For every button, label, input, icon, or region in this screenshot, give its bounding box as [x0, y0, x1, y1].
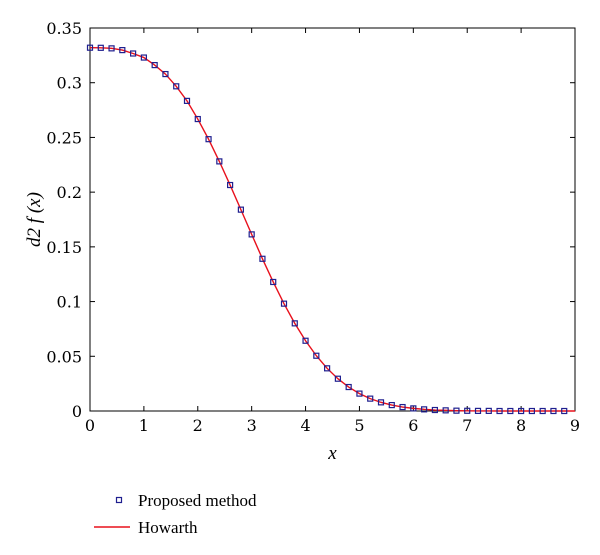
data-point-marker — [410, 405, 417, 412]
data-point-marker — [205, 136, 212, 143]
data-point-marker — [507, 407, 514, 415]
data-point-marker — [151, 61, 158, 69]
plot-frame — [89, 27, 576, 412]
data-point-marker — [399, 403, 406, 411]
legend-label-howarth: Howarth — [138, 518, 198, 537]
x-tick-label: 1 — [139, 416, 149, 435]
series-layer — [86, 44, 575, 415]
data-point-marker — [550, 407, 557, 415]
data-point-marker — [464, 407, 471, 414]
data-point-marker — [237, 206, 244, 213]
data-point-marker — [248, 231, 255, 238]
data-point-marker — [216, 158, 223, 165]
data-point-marker — [302, 337, 309, 344]
y-tick-label: 0.3 — [57, 74, 82, 93]
y-tick-label: 0.2 — [57, 183, 82, 202]
data-point-marker — [453, 407, 460, 414]
data-point-marker — [345, 383, 352, 391]
legend: Proposed method Howarth — [94, 491, 257, 537]
data-point-marker — [539, 407, 546, 415]
y-tick-label: 0.35 — [46, 19, 82, 38]
data-point-marker — [130, 50, 137, 57]
y-tick-label: 0.1 — [57, 293, 82, 312]
data-point-marker — [313, 352, 320, 359]
data-point-marker — [119, 47, 126, 54]
data-point-marker — [367, 395, 374, 402]
legend-marker-proposed — [115, 496, 123, 504]
data-point-marker — [97, 44, 104, 51]
data-point-marker — [431, 406, 438, 414]
data-point-marker — [496, 407, 503, 415]
data-point-marker — [324, 365, 331, 372]
data-point-marker — [377, 399, 385, 406]
axis-ticks: 0 1 2 3 4 5 6 7 8 9 0 0.05 0.1 0.15 0.2 0.25 0.3 0.35 — [46, 19, 580, 435]
data-point-marker — [86, 44, 94, 51]
x-tick-label: 6 — [408, 416, 418, 435]
legend-label-proposed: Proposed method — [138, 491, 257, 510]
data-point-marker — [561, 407, 568, 415]
y-tick-label: 0 — [72, 402, 82, 421]
data-point-marker — [108, 45, 115, 52]
y-tick-label: 0.05 — [46, 347, 82, 366]
data-point-marker — [270, 278, 277, 286]
data-point-marker — [388, 401, 395, 409]
data-point-marker — [291, 320, 298, 327]
x-tick-label: 5 — [354, 416, 364, 435]
data-point-marker — [173, 83, 180, 90]
x-tick-label: 3 — [247, 416, 257, 435]
data-point-marker — [528, 407, 535, 415]
data-point-marker — [259, 255, 266, 262]
y-axis-label: d2 f (x) — [24, 192, 45, 247]
data-point-marker — [518, 407, 525, 415]
data-point-marker — [280, 300, 288, 307]
data-point-marker — [421, 406, 428, 413]
x-axis-label: x — [327, 443, 337, 464]
x-tick-label: 0 — [85, 416, 95, 435]
plot-area: 0 1 2 3 4 5 6 7 8 9 0 0.05 0.1 0.15 0.2 0.25 0.3 0.35 — [46, 19, 580, 435]
x-tick-label: 7 — [462, 416, 472, 435]
data-point-marker — [442, 407, 449, 414]
data-point-marker — [183, 97, 191, 104]
x-tick-label: 2 — [193, 416, 203, 435]
data-point-marker — [356, 390, 363, 397]
x-tick-label: 9 — [570, 416, 580, 435]
series-line-howarth — [89, 47, 575, 412]
data-point-marker — [227, 181, 234, 189]
data-point-marker — [334, 375, 341, 382]
data-point-marker — [140, 54, 147, 61]
data-point-marker — [194, 115, 201, 123]
data-point-marker — [474, 407, 482, 414]
y-tick-label: 0.25 — [46, 128, 82, 147]
x-tick-label: 8 — [516, 416, 526, 435]
x-tick-label: 4 — [300, 416, 310, 435]
y-tick-label: 0.15 — [46, 238, 82, 257]
data-point-marker — [485, 407, 492, 414]
data-point-marker — [162, 70, 169, 78]
